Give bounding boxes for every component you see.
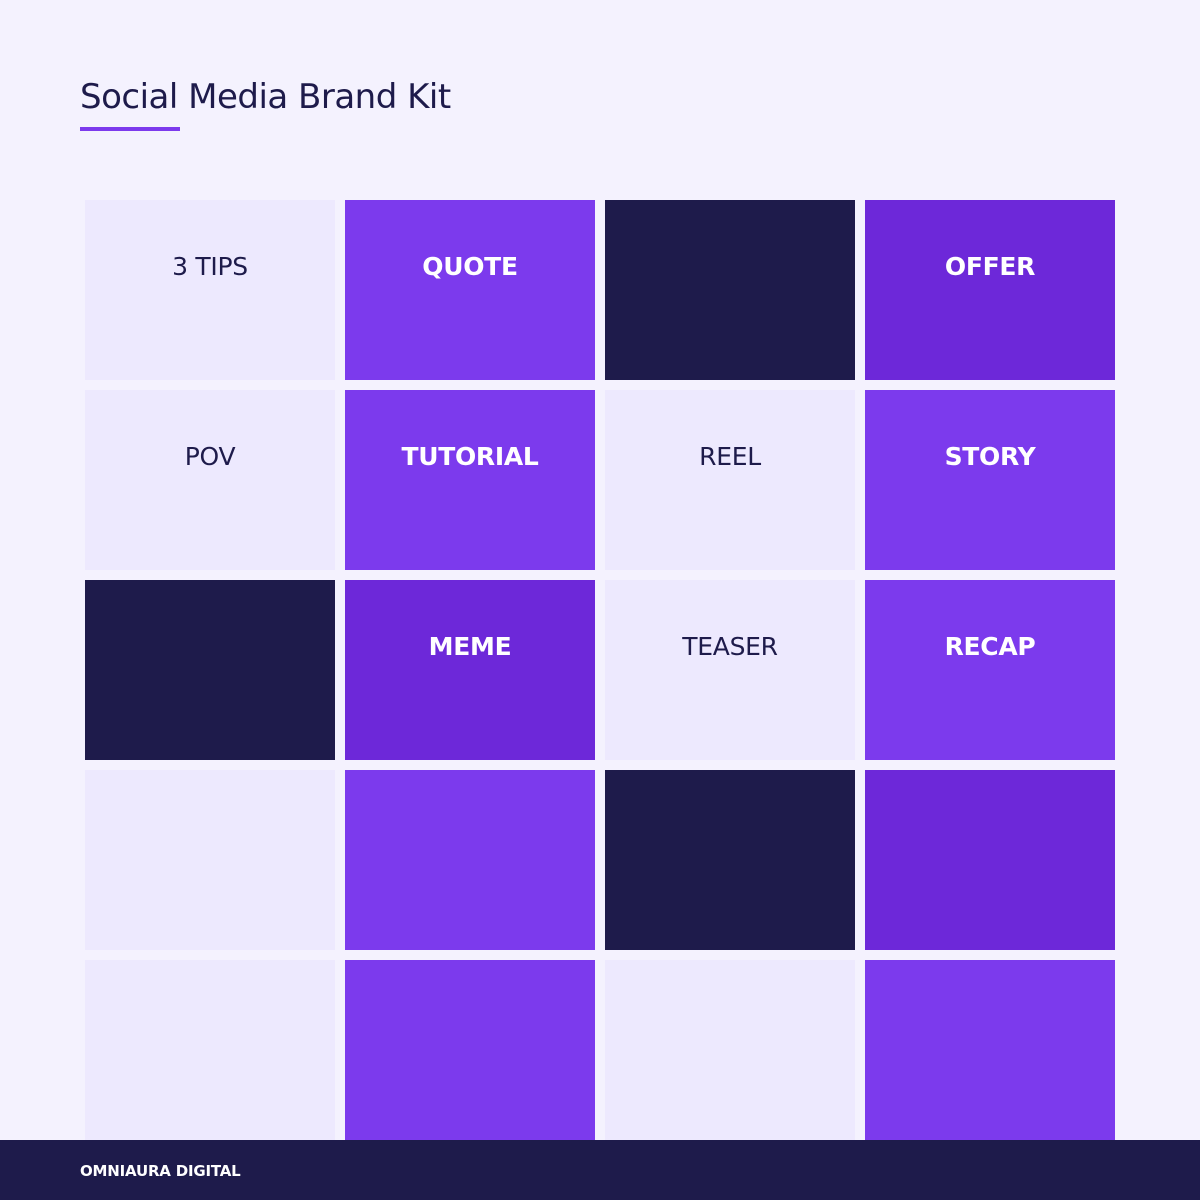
post-template-grid: 3 TIPS QUOTE OFFER POV TUTORIAL REEL STORY MEME… <box>85 200 1115 1140</box>
post-template-tile[interactable] <box>865 960 1115 1140</box>
tile-label: TUTORIAL <box>401 442 539 471</box>
tile-label: QUOTE <box>422 252 518 281</box>
post-template-tile[interactable]: RECAP <box>865 580 1115 760</box>
tile-label: RECAP <box>944 632 1036 661</box>
tile-label: TEASER <box>682 632 778 661</box>
post-template-tile[interactable]: POV <box>85 390 335 570</box>
post-template-tile[interactable]: OFFER <box>865 200 1115 380</box>
title-underline <box>80 127 180 131</box>
tile-label: REEL <box>699 442 761 471</box>
post-template-tile[interactable]: STORY <box>865 390 1115 570</box>
footer-bar: OMNIAURA DIGITAL <box>0 1140 1200 1200</box>
post-template-tile[interactable] <box>605 770 855 950</box>
tile-label: MEME <box>428 632 512 661</box>
page-title: Social Media Brand Kit <box>80 77 451 117</box>
post-template-tile[interactable] <box>345 770 595 950</box>
post-template-tile[interactable] <box>605 960 855 1140</box>
tile-label: STORY <box>944 442 1036 471</box>
post-template-tile[interactable]: 3 TIPS <box>85 200 335 380</box>
post-template-tile[interactable] <box>345 960 595 1140</box>
tile-label: OFFER <box>944 252 1036 281</box>
post-template-tile[interactable] <box>85 770 335 950</box>
footer-brand: OMNIAURA DIGITAL <box>80 1162 241 1180</box>
post-template-tile[interactable] <box>605 200 855 380</box>
post-template-tile[interactable] <box>85 960 335 1140</box>
post-template-tile[interactable]: REEL <box>605 390 855 570</box>
post-template-tile[interactable]: TUTORIAL <box>345 390 595 570</box>
tile-label: POV <box>184 442 236 471</box>
tile-label: 3 TIPS <box>172 252 248 281</box>
post-template-tile[interactable] <box>85 580 335 760</box>
post-template-tile[interactable]: QUOTE <box>345 200 595 380</box>
post-template-tile[interactable] <box>865 770 1115 950</box>
post-template-tile[interactable]: TEASER <box>605 580 855 760</box>
post-template-tile[interactable]: MEME <box>345 580 595 760</box>
